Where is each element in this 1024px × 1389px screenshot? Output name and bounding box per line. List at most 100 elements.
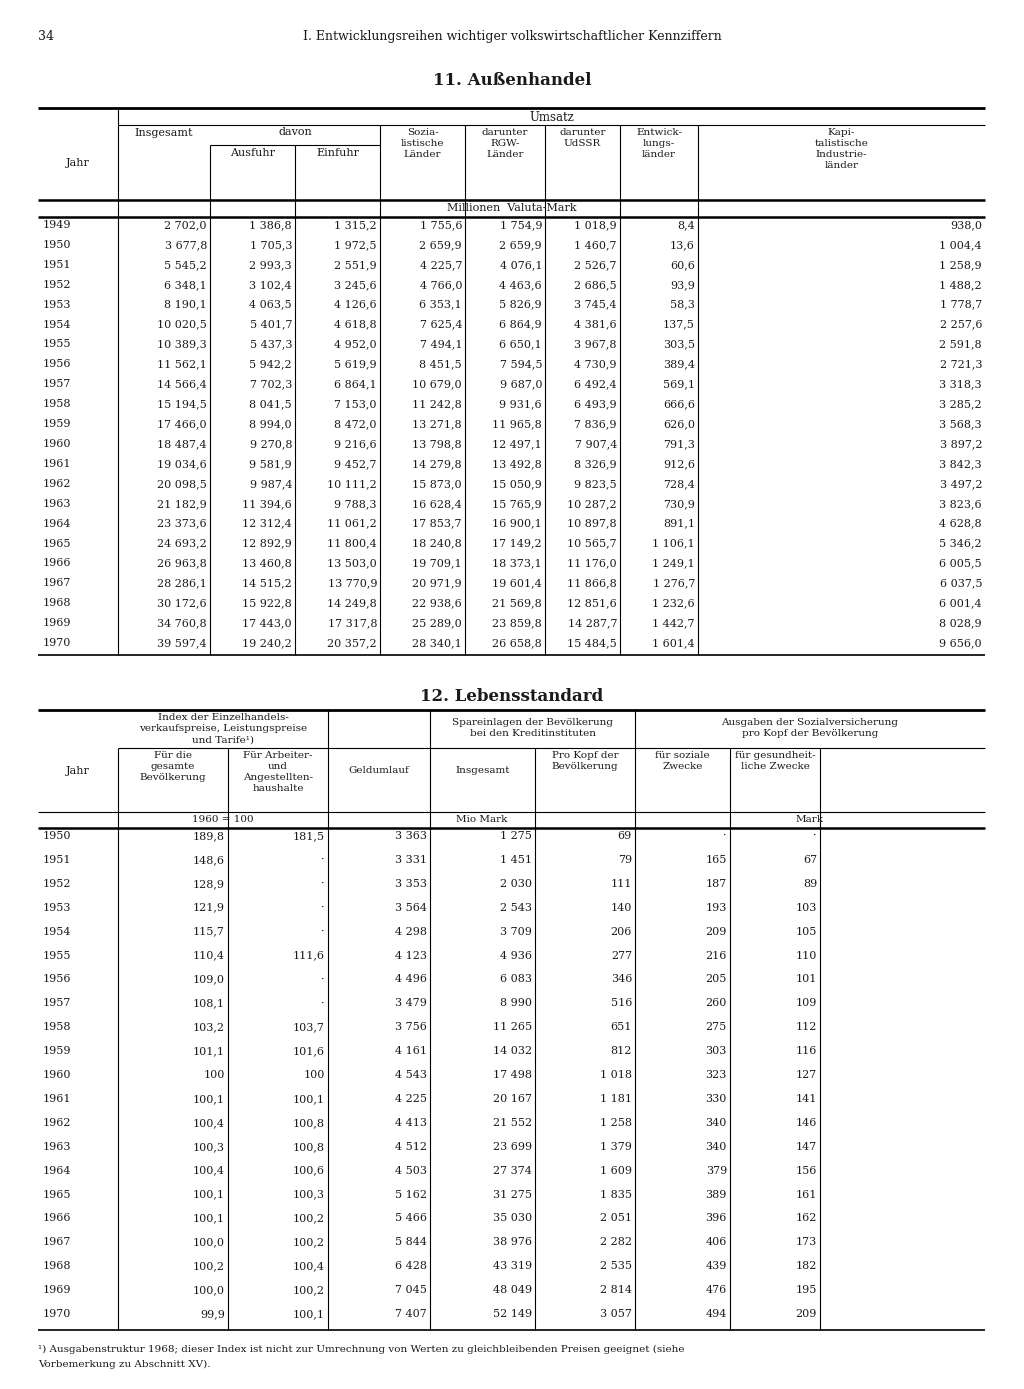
Text: 1950: 1950: [43, 831, 72, 840]
Text: darunter
UdSSR: darunter UdSSR: [559, 128, 606, 149]
Text: 17 443,0: 17 443,0: [243, 618, 292, 628]
Text: 141: 141: [796, 1095, 817, 1104]
Text: 1965: 1965: [43, 1189, 72, 1200]
Text: 9 931,6: 9 931,6: [500, 399, 542, 410]
Text: 1957: 1957: [43, 379, 72, 389]
Text: 43 319: 43 319: [493, 1261, 532, 1271]
Text: 3 967,8: 3 967,8: [574, 339, 617, 350]
Text: Vorbemerkung zu Abschnitt XV).: Vorbemerkung zu Abschnitt XV).: [38, 1360, 211, 1370]
Text: 23 373,6: 23 373,6: [158, 518, 207, 529]
Text: 4 512: 4 512: [395, 1142, 427, 1151]
Text: 11 061,2: 11 061,2: [328, 518, 377, 529]
Text: 2 526,7: 2 526,7: [574, 260, 617, 269]
Text: 6 428: 6 428: [395, 1261, 427, 1271]
Text: 1 106,1: 1 106,1: [652, 539, 695, 549]
Text: 1 442,7: 1 442,7: [652, 618, 695, 628]
Text: 1 601,4: 1 601,4: [652, 638, 695, 649]
Text: 9 823,5: 9 823,5: [574, 479, 617, 489]
Text: 3 897,2: 3 897,2: [939, 439, 982, 449]
Text: 101,1: 101,1: [193, 1046, 225, 1056]
Text: ·: ·: [322, 854, 325, 865]
Text: 1 275: 1 275: [500, 831, 532, 840]
Text: 7 702,3: 7 702,3: [250, 379, 292, 389]
Text: 1 315,2: 1 315,2: [335, 219, 377, 231]
Text: 11 866,8: 11 866,8: [567, 578, 617, 589]
Text: 812: 812: [610, 1046, 632, 1056]
Text: für soziale
Zwecke: für soziale Zwecke: [655, 751, 710, 771]
Text: 101,6: 101,6: [293, 1046, 325, 1056]
Text: 10 679,0: 10 679,0: [413, 379, 462, 389]
Text: 11 242,8: 11 242,8: [413, 399, 462, 410]
Text: 1 379: 1 379: [600, 1142, 632, 1151]
Text: 31 275: 31 275: [493, 1189, 532, 1200]
Text: 17 853,7: 17 853,7: [413, 518, 462, 529]
Text: 18 373,1: 18 373,1: [493, 558, 542, 568]
Text: 5 401,7: 5 401,7: [250, 319, 292, 329]
Text: 11 965,8: 11 965,8: [493, 419, 542, 429]
Text: 938,0: 938,0: [950, 219, 982, 231]
Text: 8 451,5: 8 451,5: [420, 360, 462, 369]
Text: 209: 209: [706, 926, 727, 936]
Text: 340: 340: [706, 1142, 727, 1151]
Text: 19 240,2: 19 240,2: [243, 638, 292, 649]
Text: 10 111,2: 10 111,2: [328, 479, 377, 489]
Text: Spareinlagen der Bevölkerung
bei den Kreditinstituten: Spareinlagen der Bevölkerung bei den Kre…: [452, 718, 613, 738]
Text: ·: ·: [322, 926, 325, 936]
Text: 1 609: 1 609: [600, 1165, 632, 1175]
Text: Ausfuhr: Ausfuhr: [230, 149, 275, 158]
Text: 28 340,1: 28 340,1: [413, 638, 462, 649]
Text: 1966: 1966: [43, 1214, 72, 1224]
Text: 439: 439: [706, 1261, 727, 1271]
Text: 9 687,0: 9 687,0: [500, 379, 542, 389]
Text: 1 018,9: 1 018,9: [574, 219, 617, 231]
Text: 13 503,0: 13 503,0: [328, 558, 377, 568]
Text: 6 864,1: 6 864,1: [335, 379, 377, 389]
Text: 111,6: 111,6: [293, 950, 325, 961]
Text: 105: 105: [796, 926, 817, 936]
Text: 109,0: 109,0: [193, 975, 225, 985]
Text: 1 232,6: 1 232,6: [652, 599, 695, 608]
Text: ·: ·: [322, 879, 325, 889]
Text: ·: ·: [322, 903, 325, 913]
Text: 1970: 1970: [43, 1308, 72, 1320]
Text: 6 650,1: 6 650,1: [500, 339, 542, 350]
Text: 1 386,8: 1 386,8: [250, 219, 292, 231]
Text: 146: 146: [796, 1118, 817, 1128]
Text: Sozia-
listische
Länder: Sozia- listische Länder: [400, 128, 444, 160]
Text: 1954: 1954: [43, 319, 72, 329]
Text: 100,0: 100,0: [193, 1285, 225, 1295]
Text: 17 466,0: 17 466,0: [158, 419, 207, 429]
Text: 4 618,8: 4 618,8: [335, 319, 377, 329]
Text: 35 030: 35 030: [493, 1214, 532, 1224]
Text: 891,1: 891,1: [663, 518, 695, 529]
Text: 260: 260: [706, 999, 727, 1008]
Text: Millionen  Valuta-Mark: Millionen Valuta-Mark: [447, 203, 577, 213]
Text: 1957: 1957: [43, 999, 72, 1008]
Text: 121,9: 121,9: [193, 903, 225, 913]
Text: 389: 389: [706, 1189, 727, 1200]
Text: 100,3: 100,3: [293, 1189, 325, 1200]
Text: 100,3: 100,3: [193, 1142, 225, 1151]
Text: 2 257,6: 2 257,6: [939, 319, 982, 329]
Text: 4 952,0: 4 952,0: [335, 339, 377, 350]
Text: 19 034,6: 19 034,6: [158, 458, 207, 469]
Text: 1960: 1960: [43, 1070, 72, 1081]
Text: 4 503: 4 503: [395, 1165, 427, 1175]
Text: 100,2: 100,2: [293, 1214, 325, 1224]
Text: davon: davon: [279, 126, 312, 138]
Text: 23 699: 23 699: [493, 1142, 532, 1151]
Text: 1956: 1956: [43, 975, 72, 985]
Text: 1969: 1969: [43, 1285, 72, 1295]
Text: 147: 147: [796, 1142, 817, 1151]
Text: 3 677,8: 3 677,8: [165, 240, 207, 250]
Text: 1 755,6: 1 755,6: [420, 219, 462, 231]
Text: 791,3: 791,3: [664, 439, 695, 449]
Text: darunter
RGW-
Länder: darunter RGW- Länder: [481, 128, 528, 160]
Text: 516: 516: [610, 999, 632, 1008]
Text: 100: 100: [304, 1070, 325, 1081]
Text: 20 971,9: 20 971,9: [413, 578, 462, 589]
Text: 9 656,0: 9 656,0: [939, 638, 982, 649]
Text: 1966: 1966: [43, 558, 72, 568]
Text: 4 766,0: 4 766,0: [420, 279, 462, 290]
Text: 100,2: 100,2: [193, 1261, 225, 1271]
